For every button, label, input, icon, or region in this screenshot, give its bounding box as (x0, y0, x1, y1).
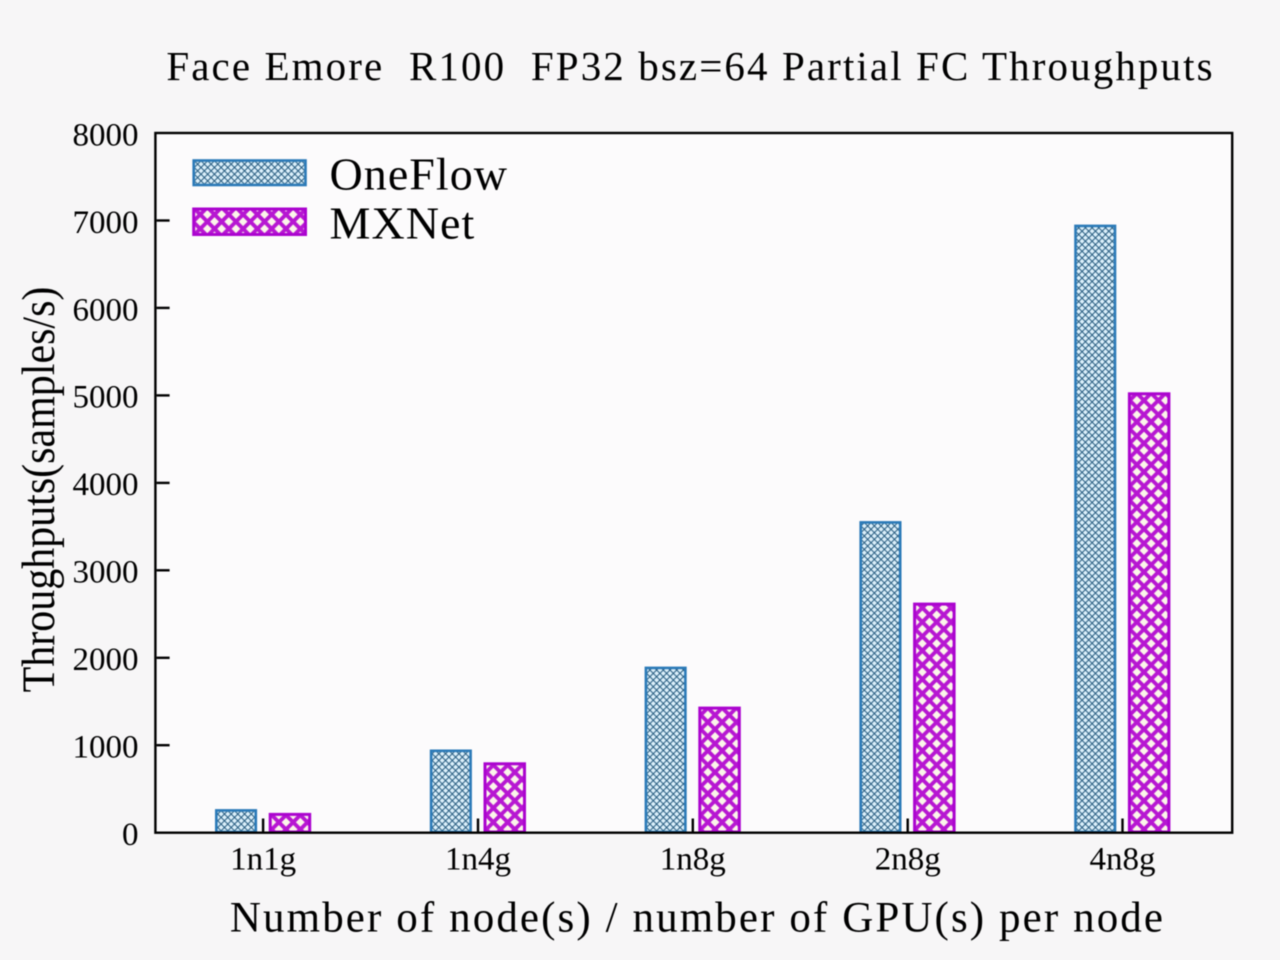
svg-text:1n8g: 1n8g (660, 842, 726, 878)
svg-text:4000: 4000 (73, 467, 139, 503)
svg-text:Number of node(s) / number of: Number of node(s) / number of GPU(s) per… (230, 895, 1165, 942)
svg-text:4n8g: 4n8g (1090, 842, 1156, 878)
svg-text:OneFlow: OneFlow (330, 149, 509, 200)
svg-text:2000: 2000 (73, 642, 139, 678)
svg-text:1n1g: 1n1g (230, 842, 296, 878)
svg-text:5000: 5000 (73, 380, 139, 416)
svg-text:1n4g: 1n4g (445, 842, 511, 878)
svg-text:6000: 6000 (73, 292, 139, 328)
svg-text:3000: 3000 (73, 555, 139, 591)
svg-text:8000: 8000 (73, 117, 139, 153)
svg-text:MXNet: MXNet (330, 198, 476, 249)
svg-text:1000: 1000 (73, 730, 139, 766)
svg-text:7000: 7000 (73, 205, 139, 241)
svg-text:Throughputs(samples/s): Throughputs(samples/s) (12, 287, 65, 693)
svg-text:2n8g: 2n8g (875, 842, 941, 878)
svg-text:0: 0 (122, 817, 139, 853)
svg-text:Face Emore R100 FP32 bsz=64: Face Emore R100 FP32 bsz=64 Partial FC T… (166, 43, 1214, 89)
